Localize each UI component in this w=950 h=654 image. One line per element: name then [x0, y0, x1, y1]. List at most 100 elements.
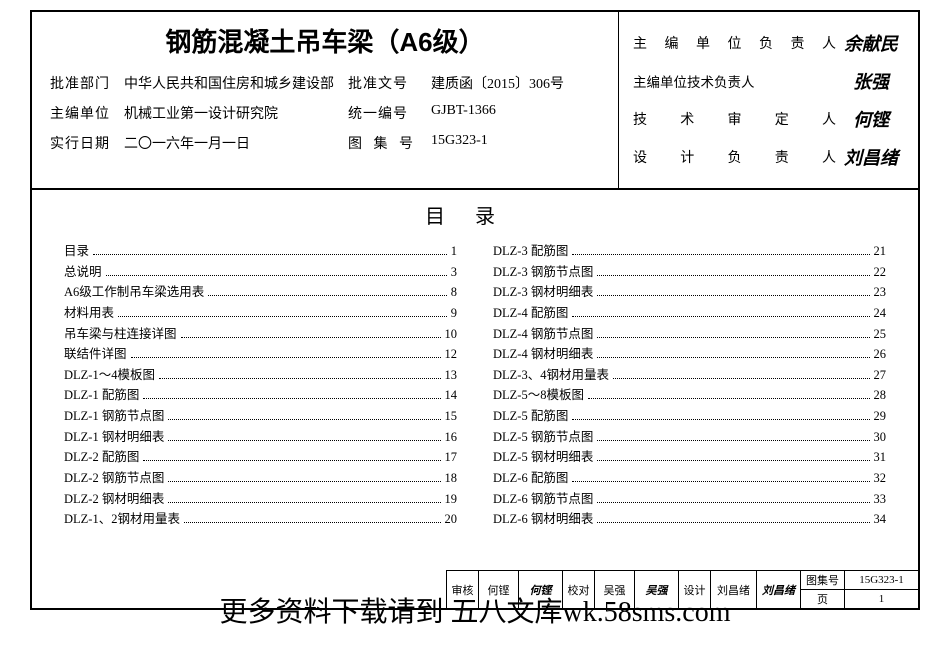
toc-row: 材料用表 9	[64, 303, 457, 324]
footer-sign: 吴强	[634, 570, 678, 608]
toc-dots	[572, 308, 869, 317]
toc-item-title: DLZ-2 钢材明细表	[64, 489, 164, 510]
toc-row: DLZ-3 配筋图21	[493, 241, 886, 262]
footer-right-values: 15G323-1 1	[844, 570, 918, 608]
toc-item-page: 26	[874, 344, 887, 365]
toc-dots	[106, 267, 447, 276]
toc-item-title: DLZ-6 钢筋节点图	[493, 489, 593, 510]
toc-dots	[168, 411, 440, 420]
toc-row: DLZ-3、4钢材用量表27	[493, 365, 886, 386]
label-unified-no: 统一编号	[348, 103, 417, 123]
toc-dots	[181, 329, 441, 338]
toc-item-title: DLZ-1、2钢材用量表	[64, 509, 180, 530]
toc-item-page: 30	[874, 427, 887, 448]
toc-item-title: 材料用表	[64, 303, 114, 324]
toc-row: DLZ-5 钢材明细表 31	[493, 447, 886, 468]
toc-row: DLZ-5 配筋图 29	[493, 406, 886, 427]
toc-item-page: 15	[445, 406, 458, 427]
toc-row: 总说明 3	[64, 262, 457, 283]
toc-row: DLZ-6 钢筋节点图 33	[493, 489, 886, 510]
toc-dots	[131, 349, 441, 358]
toc-dots	[597, 514, 869, 523]
toc-row: DLZ-5 钢筋节点图 30	[493, 427, 886, 448]
toc-dots	[118, 308, 447, 317]
toc-row: 吊车梁与柱连接详图10	[64, 324, 457, 345]
toc-dots	[159, 370, 441, 379]
toc-item-title: DLZ-3 钢筋节点图	[493, 262, 593, 283]
sig-row: 主编单位技术负责人 张强	[633, 68, 906, 94]
toc-item-title: 总说明	[64, 262, 102, 283]
document-title: 钢筋混凝土吊车梁（A6级）	[50, 22, 600, 59]
toc-dots	[168, 494, 440, 503]
value-atlas-no: 15G323-1	[431, 133, 600, 153]
toc-columns: 目录1总说明3A6级工作制吊车梁选用表8材料用表9吊车梁与柱连接详图10联结件详…	[64, 241, 886, 530]
toc-title: 目录	[64, 200, 886, 229]
value-unified-no: GJBT-1366	[431, 103, 600, 123]
footer-sign: 刘昌绪	[756, 570, 800, 608]
toc-dots	[597, 494, 869, 503]
toc-dots	[168, 432, 440, 441]
toc-dots	[184, 514, 441, 523]
toc-item-page: 17	[445, 447, 458, 468]
toc-item-title: DLZ-1 钢筋节点图	[64, 406, 164, 427]
toc-row: 目录1	[64, 241, 457, 262]
toc-row: DLZ-5～8模板图 28	[493, 385, 886, 406]
sig-row: 设计负责人 刘昌绪	[633, 144, 906, 170]
toc-item-title: DLZ-1 钢材明细表	[64, 427, 164, 448]
toc-item-title: DLZ-1 配筋图	[64, 385, 139, 406]
toc-row: DLZ-2 配筋图 17	[64, 447, 457, 468]
toc-item-page: 14	[445, 385, 458, 406]
toc-item-title: DLZ-2 配筋图	[64, 447, 139, 468]
toc-dots	[597, 288, 869, 297]
toc-item-page: 24	[874, 303, 887, 324]
toc-item-page: 20	[445, 509, 458, 530]
toc-item-title: 目录	[64, 241, 89, 262]
footer-right-labels: 图集号 页	[800, 570, 844, 608]
toc-dots	[93, 246, 447, 255]
toc-item-page: 19	[445, 489, 458, 510]
toc-item-title: A6级工作制吊车梁选用表	[64, 282, 204, 303]
label-atlas-no: 图 集 号	[348, 133, 417, 153]
toc-item-title: DLZ-6 钢材明细表	[493, 509, 593, 530]
toc-item-page: 21	[874, 241, 887, 262]
footer-strip: 审核 何铿 何铿 校对 吴强 吴强 设计 刘昌绪 刘昌绪 图集号 页 15G32…	[446, 570, 918, 608]
toc-item-title: DLZ-5 配筋图	[493, 406, 568, 427]
toc-item-page: 9	[451, 303, 457, 324]
toc-column-left: 目录1总说明3A6级工作制吊车梁选用表8材料用表9吊车梁与柱连接详图10联结件详…	[64, 241, 457, 530]
toc-item-title: 吊车梁与柱连接详图	[64, 324, 177, 345]
toc-dots	[143, 391, 440, 400]
value-editor-unit: 机械工业第一设计研究院	[124, 103, 334, 123]
toc-item-page: 3	[451, 262, 457, 283]
toc-dots	[572, 411, 869, 420]
toc-item-page: 31	[874, 447, 887, 468]
toc-row: 联结件详图12	[64, 344, 457, 365]
sig-label: 主编单位负责人	[633, 33, 836, 53]
footer-label: 页	[801, 589, 844, 608]
toc-item-title: DLZ-6 配筋图	[493, 468, 568, 489]
toc-item-page: 33	[874, 489, 887, 510]
toc-item-page: 23	[874, 282, 887, 303]
toc-dots	[588, 391, 870, 400]
toc-dots	[597, 432, 869, 441]
label-approval-no: 批准文号	[348, 73, 417, 93]
toc-row: DLZ-4 配筋图24	[493, 303, 886, 324]
toc-row: DLZ-4 钢筋节点图25	[493, 324, 886, 345]
toc-dots	[572, 246, 869, 255]
footer-value: 何铿	[478, 570, 518, 608]
toc-item-title: DLZ-5 钢筋节点图	[493, 427, 593, 448]
footer-label: 图集号	[801, 570, 844, 589]
toc-item-page: 34	[874, 509, 887, 530]
toc-row: DLZ-1、2钢材用量表 20	[64, 509, 457, 530]
toc-item-page: 27	[874, 365, 887, 386]
sig-label: 技术审定人	[633, 109, 836, 129]
sig-row: 技术审定人 何铿	[633, 106, 906, 132]
toc-item-title: DLZ-5 钢材明细表	[493, 447, 593, 468]
toc-item-title: DLZ-5～8模板图	[493, 385, 584, 406]
toc-item-page: 25	[874, 324, 887, 345]
toc-item-page: 29	[874, 406, 887, 427]
toc-row: DLZ-1 钢筋节点图 15	[64, 406, 457, 427]
header-left: 钢筋混凝土吊车梁（A6级） 批准部门 中华人民共和国住房和城乡建设部 批准文号 …	[32, 12, 618, 188]
sig-sign: 刘昌绪	[836, 144, 906, 170]
toc-item-page: 28	[874, 385, 887, 406]
footer-label: 审核	[446, 570, 478, 608]
